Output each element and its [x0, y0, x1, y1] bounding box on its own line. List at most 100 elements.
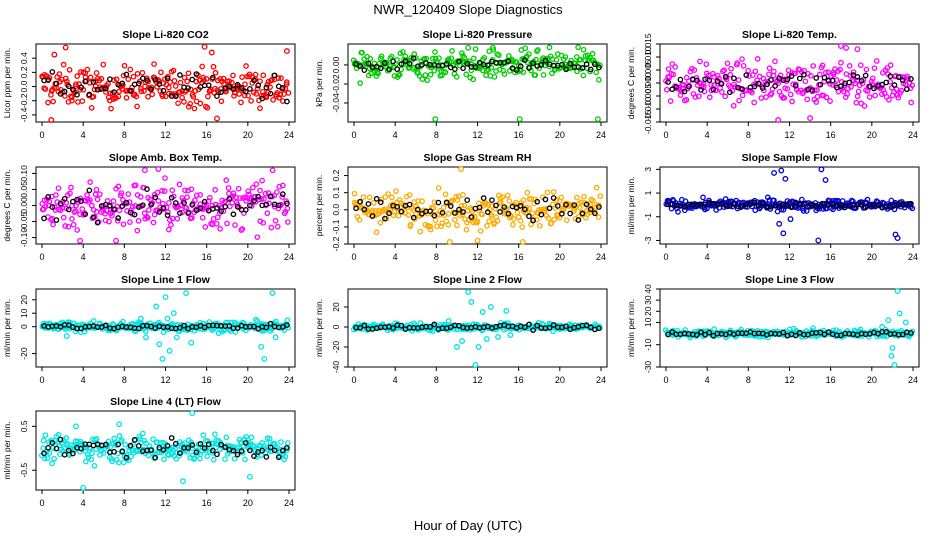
reference-point [263, 324, 270, 331]
panel-title: Slope Sample Flow [742, 152, 839, 164]
reference-point [739, 203, 746, 209]
reference-point [571, 202, 578, 208]
data-point [826, 80, 833, 87]
data-point [66, 66, 73, 73]
reference-point [792, 82, 799, 89]
reference-point [357, 324, 364, 331]
reference-point [377, 65, 384, 72]
data-point [100, 61, 107, 68]
data-point [185, 103, 192, 110]
data-point [55, 431, 62, 438]
data-point [204, 453, 211, 460]
reference-point [251, 323, 257, 330]
data-point [185, 70, 192, 77]
data-point [388, 53, 395, 60]
reference-point [172, 200, 179, 206]
reference-point [247, 85, 253, 92]
data-point [359, 49, 365, 56]
reference-point [596, 325, 602, 332]
panel-title: Slope Li-820 Temp. [742, 29, 837, 41]
data-point [723, 76, 730, 83]
reference-point [862, 204, 869, 211]
reference-point [456, 58, 462, 65]
reference-point [177, 210, 183, 216]
data-point [191, 105, 198, 112]
data-point [218, 98, 225, 105]
data-point [225, 185, 232, 191]
x-tick-label: 20 [243, 130, 253, 140]
data-point [850, 198, 856, 205]
x-tick-label: 20 [867, 252, 877, 262]
data-point [209, 202, 216, 209]
data-point [596, 77, 602, 83]
data-point [146, 207, 152, 213]
reference-point [201, 445, 208, 451]
reference-point [694, 77, 700, 84]
data-point [419, 198, 425, 205]
data-point [736, 97, 742, 104]
reference-point [49, 69, 56, 75]
reference-point [456, 206, 462, 213]
data-point [266, 435, 273, 442]
data-point [135, 217, 142, 224]
data-point [249, 184, 256, 191]
data-point [854, 46, 861, 53]
reference-point [218, 441, 224, 448]
data-point [159, 355, 166, 362]
data-point [181, 74, 188, 81]
data-point [721, 67, 727, 74]
reference-point [530, 327, 536, 334]
data-point [581, 193, 587, 200]
data-point [456, 212, 463, 219]
reference-point [394, 204, 401, 210]
data-point [819, 62, 826, 69]
reference-point [284, 322, 290, 328]
data-point [706, 94, 713, 101]
reference-point [82, 78, 89, 85]
reference-point [554, 203, 561, 209]
data-point [156, 341, 163, 348]
data-point [274, 223, 281, 230]
data-point [778, 167, 785, 174]
x-tick-label: 8 [434, 130, 439, 140]
data-point [516, 116, 523, 123]
data-point [871, 65, 878, 72]
data-point [239, 226, 246, 232]
data-point [142, 328, 149, 335]
data-point [89, 450, 95, 457]
data-point [740, 63, 747, 69]
data-point [65, 223, 72, 230]
data-point [472, 46, 479, 52]
reference-point [135, 80, 142, 87]
reference-point [49, 440, 56, 446]
reference-point [234, 203, 241, 210]
data-point [722, 93, 729, 100]
reference-point [160, 447, 167, 453]
reference-point [251, 453, 257, 459]
data-point [405, 212, 412, 218]
data-point [563, 217, 570, 224]
panel-title: Slope Line 2 Flow [433, 274, 523, 286]
data-point [98, 75, 105, 82]
reference-point [559, 61, 565, 68]
reference-point [534, 322, 541, 329]
reference-point [875, 202, 881, 208]
data-point [800, 208, 807, 214]
data-point [187, 100, 194, 107]
data-point [87, 179, 93, 185]
data-point [103, 207, 110, 214]
reference-point [780, 329, 787, 336]
reference-point [41, 215, 47, 222]
reference-point [665, 79, 671, 85]
data-point [758, 95, 765, 101]
reference-point [447, 203, 454, 209]
data-point [593, 69, 600, 76]
data-point [735, 77, 742, 83]
data-point [595, 214, 602, 220]
reference-point [185, 445, 191, 451]
y-tick-label: -0.1 [331, 219, 341, 234]
reference-point [230, 211, 237, 218]
reference-point [390, 325, 396, 331]
data-point [536, 222, 543, 229]
reference-point [238, 85, 245, 91]
